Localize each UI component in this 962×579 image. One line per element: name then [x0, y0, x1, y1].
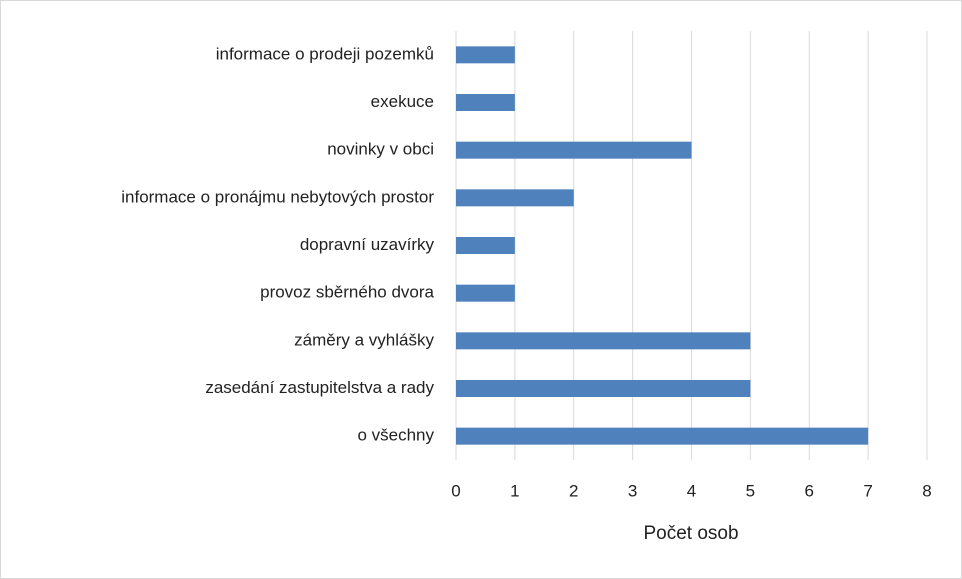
- x-tick-label: 1: [510, 481, 519, 500]
- y-tick-label: záměry a vyhlášky: [294, 330, 434, 349]
- y-tick-label: exekuce: [371, 92, 434, 111]
- x-axis-title: Počet osob: [643, 523, 738, 544]
- bar: [456, 141, 692, 159]
- x-tick-label: 0: [451, 481, 460, 500]
- x-tick-label: 8: [922, 481, 931, 500]
- bar: [456, 46, 515, 64]
- bar: [456, 189, 574, 207]
- bar: [456, 332, 751, 350]
- bar: [456, 237, 515, 254]
- x-tick-label: 2: [569, 481, 578, 500]
- x-tick-label: 4: [687, 481, 696, 500]
- x-tick-label: 7: [863, 481, 872, 500]
- bar: [456, 380, 751, 397]
- bar: [456, 284, 515, 302]
- y-tick-label: informace o pronájmu nebytových prostor: [121, 187, 434, 206]
- bar: [456, 94, 515, 111]
- y-tick-label: novinky v obci: [327, 140, 434, 159]
- y-tick-label: informace o prodeji pozemků: [216, 44, 434, 63]
- y-tick-label: o všechny: [357, 426, 434, 445]
- y-tick-label: provoz sběrného dvora: [260, 283, 434, 302]
- bar: [456, 427, 869, 445]
- x-tick-label: 6: [805, 481, 814, 500]
- y-tick-label: dopravní uzavírky: [300, 235, 435, 254]
- x-tick-label: 5: [746, 481, 755, 500]
- y-tick-label: zasedání zastupitelstva a rady: [205, 378, 434, 397]
- x-tick-label: 3: [628, 481, 637, 500]
